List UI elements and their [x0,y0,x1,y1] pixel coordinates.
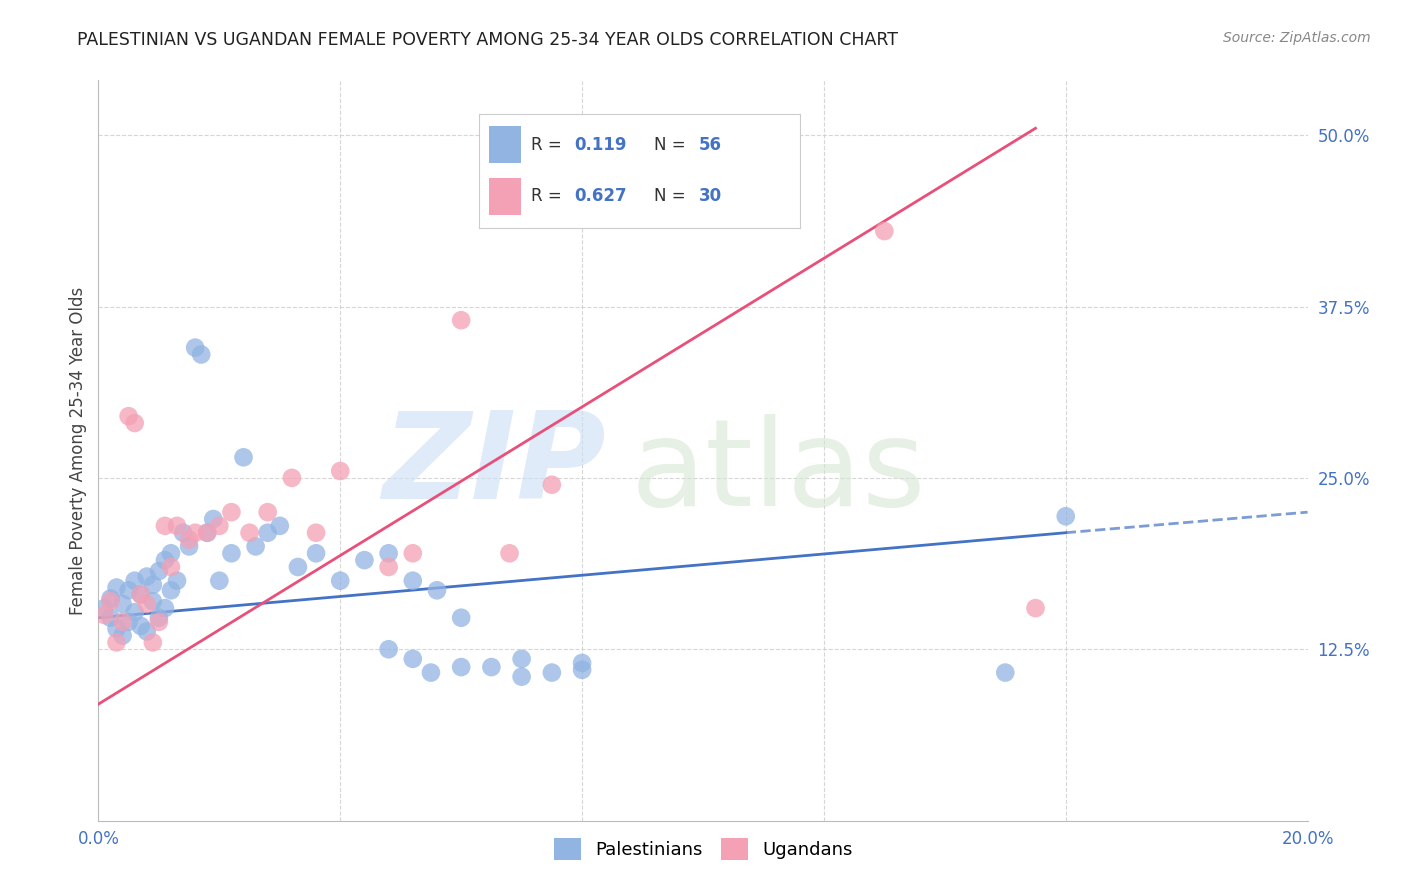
Point [160,560,183,574]
Point [208,519,231,533]
Point [873,224,896,238]
Point [111,615,134,629]
Point [179,540,201,554]
Point [571,663,593,677]
Point [153,519,176,533]
Point [100,594,122,608]
Point [135,569,157,583]
Point [571,656,593,670]
Point [100,611,122,625]
Point [281,471,304,485]
Point [402,652,425,666]
Text: ZIP: ZIP [382,407,606,524]
Point [166,519,188,533]
Point [1054,509,1077,524]
Point [329,574,352,588]
Point [305,546,328,560]
Point [160,546,183,560]
Point [118,615,141,629]
Point [184,525,207,540]
Point [1024,601,1046,615]
Point [124,605,146,619]
Y-axis label: Female Poverty Among 25-34 Year Olds: Female Poverty Among 25-34 Year Olds [69,286,87,615]
Point [353,553,375,567]
Point [481,660,503,674]
Point [540,477,562,491]
Point [245,540,267,554]
Point [129,619,152,633]
Point [105,635,128,649]
Point [105,581,128,595]
Point [148,564,170,578]
Text: PALESTINIAN VS UGANDAN FEMALE POVERTY AMONG 25-34 YEAR OLDS CORRELATION CHART: PALESTINIAN VS UGANDAN FEMALE POVERTY AM… [77,31,898,49]
Point [118,583,141,598]
Point [153,601,176,615]
Point [221,546,243,560]
Point [402,574,425,588]
Point [202,512,225,526]
Point [232,450,254,465]
Point [377,560,399,574]
Point [450,313,472,327]
Point [195,525,218,540]
Point [305,525,328,540]
Point [510,652,533,666]
Point [239,525,262,540]
Point [256,505,278,519]
Point [100,591,122,606]
Point [93,607,115,622]
Point [153,553,176,567]
Point [111,628,134,642]
Point [190,347,212,361]
Point [135,624,157,639]
Point [221,505,243,519]
Point [124,416,146,430]
Point [498,546,520,560]
Point [160,583,183,598]
Point [269,519,291,533]
Point [450,660,472,674]
Point [540,665,562,680]
Point [148,611,170,625]
Point [179,533,201,547]
Point [142,594,165,608]
Point [93,601,115,615]
Point [510,670,533,684]
Point [129,587,152,601]
Point [111,597,134,611]
Point [402,546,425,560]
Point [994,665,1017,680]
Point [287,560,309,574]
Point [148,615,170,629]
Point [124,574,146,588]
Point [208,574,231,588]
Point [184,341,207,355]
Point [420,665,443,680]
Text: Source: ZipAtlas.com: Source: ZipAtlas.com [1223,31,1371,45]
Point [377,546,399,560]
Point [195,525,218,540]
Legend: Palestinians, Ugandans: Palestinians, Ugandans [547,830,859,867]
Point [142,635,165,649]
Point [166,574,188,588]
Point [172,525,194,540]
Point [105,622,128,636]
Point [129,587,152,601]
Point [256,525,278,540]
Point [118,409,141,424]
Point [135,597,157,611]
Point [377,642,399,657]
Text: atlas: atlas [630,414,927,531]
Point [329,464,352,478]
Point [142,578,165,592]
Point [450,611,472,625]
Point [426,583,449,598]
